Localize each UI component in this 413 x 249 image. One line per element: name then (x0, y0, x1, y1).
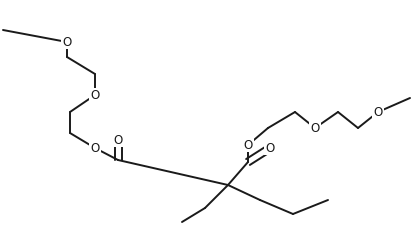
Text: O: O (90, 88, 100, 102)
Text: O: O (373, 106, 382, 119)
Text: O: O (266, 141, 275, 154)
Text: O: O (114, 133, 123, 146)
Text: O: O (243, 138, 253, 151)
Text: O: O (90, 141, 100, 154)
Text: O: O (62, 36, 71, 49)
Text: O: O (311, 122, 320, 134)
